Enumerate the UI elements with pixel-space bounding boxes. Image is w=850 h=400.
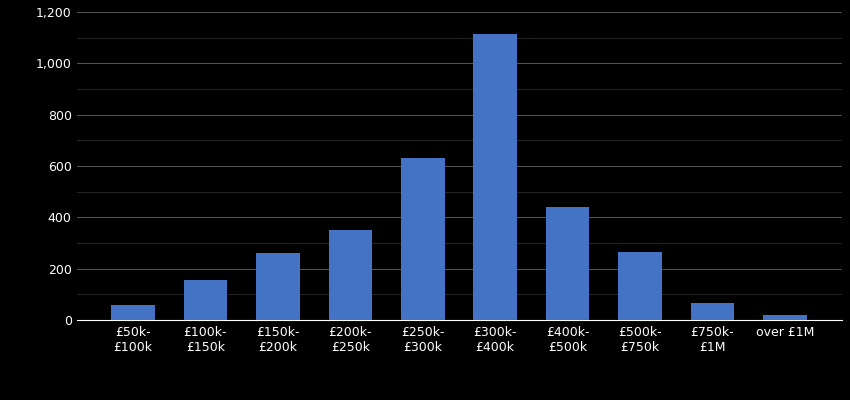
Bar — [111, 305, 155, 320]
Bar — [619, 252, 662, 320]
Bar — [763, 315, 807, 320]
Bar — [401, 158, 445, 320]
Bar — [473, 34, 517, 320]
Bar — [256, 253, 299, 320]
Bar — [184, 280, 227, 320]
Bar — [329, 230, 372, 320]
Bar — [691, 303, 734, 320]
Bar — [546, 207, 589, 320]
